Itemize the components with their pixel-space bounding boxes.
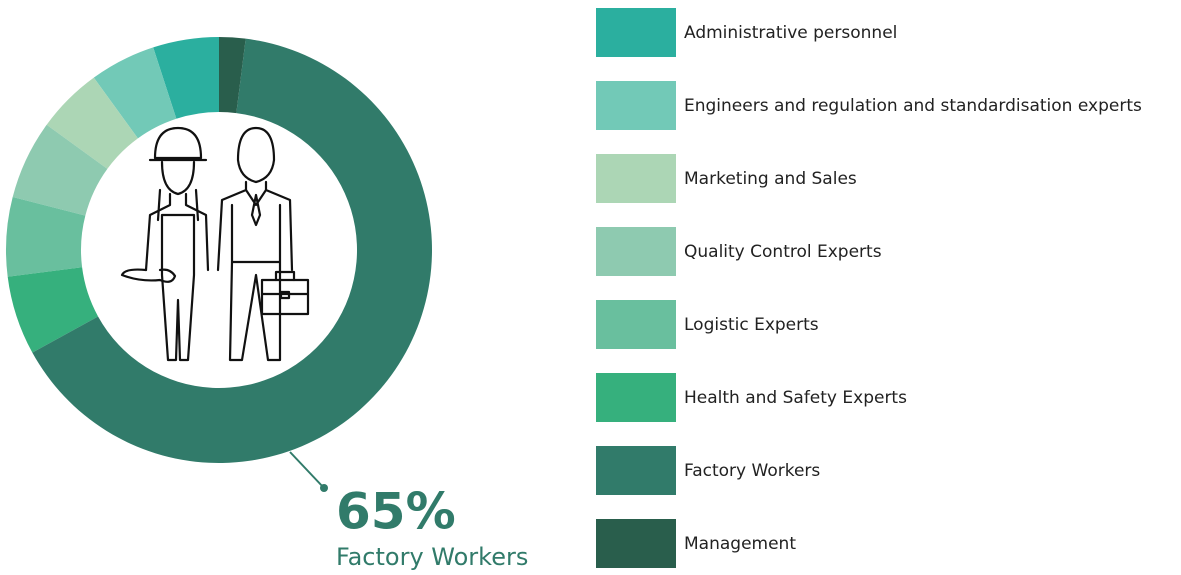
donut-segment	[7, 267, 99, 353]
legend-swatch	[596, 8, 676, 57]
legend-swatch	[596, 81, 676, 130]
donut-segment	[93, 47, 177, 139]
donut-segment	[219, 37, 246, 114]
legend-label: Health and Safety Experts	[684, 388, 907, 408]
donut-segment	[12, 124, 108, 216]
legend-swatch	[596, 154, 676, 203]
donut-segment	[46, 77, 138, 169]
legend-label: Management	[684, 534, 796, 554]
legend-swatch	[596, 519, 676, 568]
legend-label: Marketing and Sales	[684, 169, 857, 189]
leader-line	[289, 451, 325, 489]
legend-label: Administrative personnel	[684, 23, 897, 43]
annotation-label: Factory Workers	[336, 543, 528, 571]
legend-label: Logistic Experts	[684, 315, 819, 335]
donut-segment	[32, 38, 432, 464]
legend-swatch	[596, 373, 676, 422]
workers-icon	[120, 126, 310, 362]
legend-swatch	[596, 227, 676, 276]
legend-swatch	[596, 446, 676, 495]
donut-segment	[6, 197, 86, 277]
leader-dot	[320, 484, 328, 492]
donut-segment	[153, 37, 219, 119]
legend-label: Quality Control Experts	[684, 242, 882, 262]
annotation-value: 65%	[336, 483, 456, 541]
legend-swatch	[596, 300, 676, 349]
legend-label: Engineers and regulation and standardisa…	[684, 96, 1142, 116]
legend-label: Factory Workers	[684, 461, 820, 481]
